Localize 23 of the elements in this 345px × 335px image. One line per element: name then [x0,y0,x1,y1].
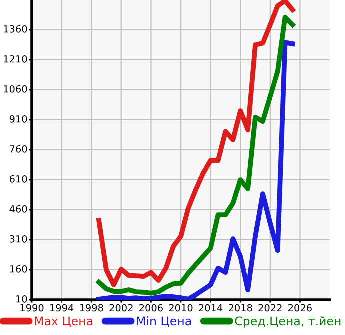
y-tick-label: 460 [10,205,28,213]
y-tick-label: 760 [10,145,28,153]
x-tick-label: 2022 [258,304,282,312]
y-tick-label: 1210 [4,55,28,63]
x-tick-label: 2006 [140,304,163,312]
x-tick-label: 2018 [228,304,252,312]
y-tick-label: 910 [10,115,28,123]
legend-label: Max Цена [35,316,92,328]
y-tick-label: 310 [10,235,28,243]
y-tick-label: 160 [10,265,28,273]
legend-label: Min Цена [137,316,192,328]
x-tick-label: 1994 [50,304,74,312]
y-tick-label: 1060 [4,85,28,93]
x-tick-label: 2026 [288,304,312,312]
y-tick-label: 1360 [4,25,28,33]
y-tick-label: 610 [10,175,28,183]
x-tick-label: 2002 [110,304,133,312]
x-tick-label: 1998 [80,304,104,312]
legend-label: Сред.Цена, т.йен [235,316,341,328]
x-tick-label: 2014 [199,304,223,312]
y-tick-label: 10 [16,295,28,303]
x-tick-label: 2010 [169,304,193,312]
x-tick-label: 1990 [20,304,44,312]
